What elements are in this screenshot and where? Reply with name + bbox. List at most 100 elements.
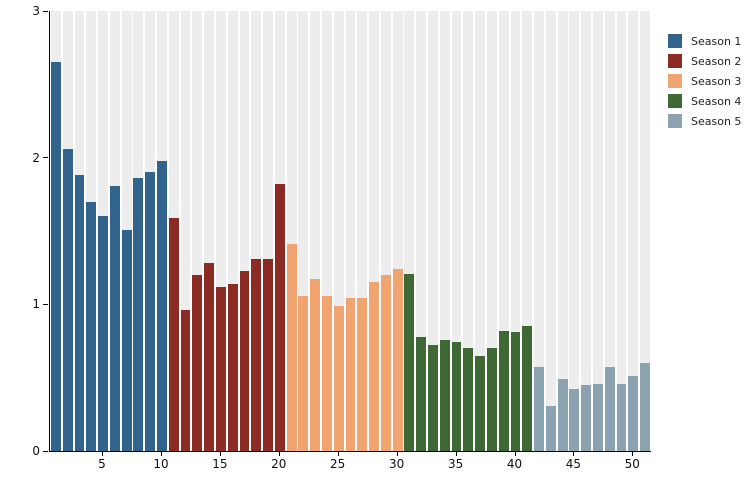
column-band <box>357 11 368 451</box>
episode-bar[interactable] <box>251 258 262 451</box>
x-tick-mark <box>278 452 280 456</box>
x-tick-mark <box>161 452 162 456</box>
episode-bar[interactable] <box>357 298 368 451</box>
y-tick-mark <box>43 450 48 452</box>
legend-label: Season 1 <box>691 34 742 48</box>
column-band <box>534 11 544 451</box>
episode-bar[interactable] <box>581 385 592 451</box>
episode-bar[interactable] <box>475 355 486 451</box>
episode-bar[interactable] <box>62 148 73 451</box>
episode-bar[interactable] <box>333 305 344 451</box>
episode-bar[interactable] <box>227 283 238 451</box>
x-tick-label: 50 <box>624 457 640 471</box>
episode-bar[interactable] <box>86 201 97 451</box>
x-tick-mark <box>219 452 221 456</box>
episode-bar[interactable] <box>380 275 391 451</box>
column-band <box>569 11 580 451</box>
episode-bar[interactable] <box>274 184 285 451</box>
episode-bar[interactable] <box>157 160 167 451</box>
x-tick-mark <box>514 452 516 456</box>
column-band <box>239 11 250 451</box>
episode-bar[interactable] <box>109 185 120 451</box>
legend-swatch <box>668 54 682 68</box>
episode-bar[interactable] <box>121 229 132 451</box>
legend-swatch <box>668 114 682 128</box>
episode-bar[interactable] <box>192 275 203 451</box>
column-band <box>321 11 332 451</box>
episode-bar[interactable] <box>510 332 521 451</box>
episode-bar[interactable] <box>50 62 61 451</box>
legend-swatch <box>668 94 682 108</box>
episode-bar[interactable] <box>557 379 568 451</box>
x-tick-label: 10 <box>153 457 169 471</box>
episode-bar[interactable] <box>616 383 627 451</box>
column-band <box>404 11 415 451</box>
x-tick-label: 15 <box>212 457 228 471</box>
legend-label: Season 3 <box>691 74 742 88</box>
episode-bar[interactable] <box>593 383 603 451</box>
x-tick-label: 20 <box>271 457 287 471</box>
episode-bar[interactable] <box>451 342 462 451</box>
legend-item[interactable]: Season 1 <box>668 31 741 51</box>
episode-bar[interactable] <box>133 178 144 451</box>
episode-bar[interactable] <box>310 279 321 451</box>
column-band <box>439 11 450 451</box>
episode-bar[interactable] <box>428 345 438 451</box>
episode-bar[interactable] <box>486 348 497 451</box>
column-band <box>545 11 556 451</box>
episode-bar[interactable] <box>439 339 450 451</box>
legend-swatch <box>668 34 682 48</box>
episode-bar[interactable] <box>321 295 332 451</box>
episode-bar[interactable] <box>569 389 580 451</box>
column-band <box>510 11 521 451</box>
episode-bar[interactable] <box>74 175 85 451</box>
episode-bar[interactable] <box>215 286 226 451</box>
episode-bar[interactable] <box>545 405 556 451</box>
x-tick-label: 35 <box>447 457 464 471</box>
column-band <box>192 11 203 451</box>
legend: Season 1 Season 2 Season 3 Season 4 Season 5 <box>668 31 741 131</box>
episode-bar[interactable] <box>263 258 273 451</box>
legend-item[interactable]: Season 4 <box>668 91 741 111</box>
episode-bar[interactable] <box>463 348 474 451</box>
episode-bar[interactable] <box>145 172 156 451</box>
column-band <box>628 11 639 451</box>
episode-bar[interactable] <box>416 336 427 451</box>
legend-label: Season 5 <box>691 114 742 128</box>
column-band <box>204 11 215 451</box>
episode-bar[interactable] <box>604 367 615 451</box>
episode-bar[interactable] <box>392 269 403 451</box>
legend-swatch <box>668 74 682 88</box>
episode-bar[interactable] <box>286 244 297 451</box>
x-tick-label: 25 <box>330 457 346 471</box>
episode-bar[interactable] <box>640 363 651 451</box>
column-band <box>428 11 438 451</box>
episode-bar[interactable] <box>180 310 191 451</box>
episode-bar[interactable] <box>239 270 250 451</box>
x-tick-mark <box>632 452 634 456</box>
episode-bar[interactable] <box>498 330 509 451</box>
legend-item[interactable]: Season 5 <box>668 111 741 131</box>
episode-bar[interactable] <box>534 367 544 451</box>
episode-bar[interactable] <box>204 263 215 451</box>
y-tick-label: 1 <box>32 297 40 312</box>
column-band <box>498 11 509 451</box>
column-band <box>310 11 321 451</box>
episode-bar[interactable] <box>98 216 108 451</box>
episode-bar[interactable] <box>522 326 533 451</box>
episode-bar[interactable] <box>404 273 415 451</box>
x-tick-label: 40 <box>506 457 523 471</box>
legend-item[interactable]: Season 2 <box>668 51 741 71</box>
column-band <box>380 11 391 451</box>
column-band <box>286 11 297 451</box>
episode-bar[interactable] <box>628 376 639 451</box>
legend-item[interactable]: Season 3 <box>668 71 741 91</box>
episode-bar[interactable] <box>298 295 309 451</box>
episode-bar[interactable] <box>345 298 356 451</box>
episode-bar[interactable] <box>369 282 379 451</box>
y-tick-label: 0 <box>32 444 40 458</box>
episode-bar[interactable] <box>168 217 179 451</box>
column-band <box>333 11 344 451</box>
column-band <box>581 11 592 451</box>
